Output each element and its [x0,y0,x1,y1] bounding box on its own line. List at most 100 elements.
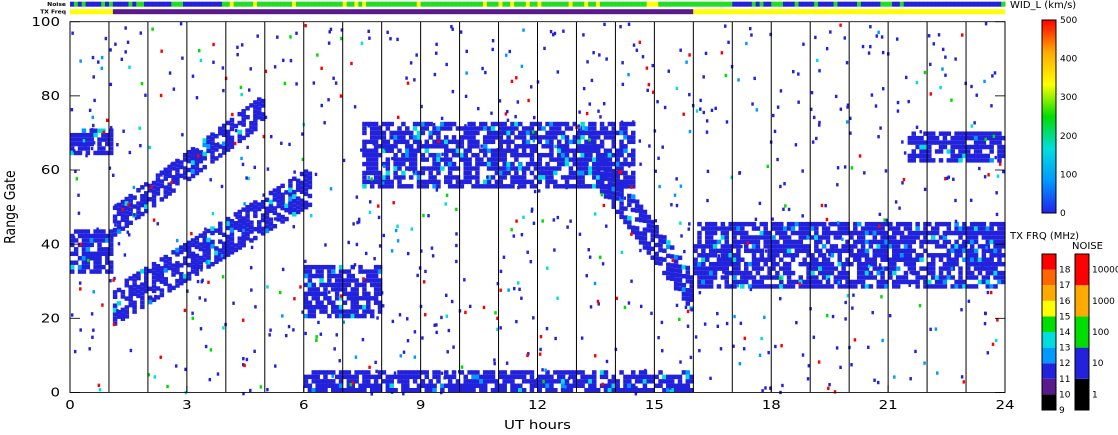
data-cell [498,152,504,158]
data-cell [350,264,355,270]
data-cell [70,233,75,239]
data-point [973,121,976,125]
data-cell [171,250,176,255]
data-cell [471,370,476,375]
data-point [923,187,927,192]
data-point [668,386,672,390]
data-cell [919,257,924,262]
data-cell [475,383,480,389]
data-cell [786,235,792,240]
data-cell [779,221,784,227]
data-cell [249,238,254,243]
data-cell [436,157,441,162]
data-cell [880,244,885,249]
data-cell [580,184,585,189]
data-point [896,227,899,231]
data-cell [720,221,726,227]
data-cell [993,270,998,276]
data-cell [950,284,955,289]
data-point [539,334,543,339]
data-cell [369,296,375,301]
data-cell [685,383,691,389]
data-point [108,166,112,170]
data-cell [708,261,714,267]
data-cell [631,161,636,167]
data-cell [444,175,449,180]
data-cell [560,184,566,189]
data-cell [218,126,223,132]
data-point [936,371,939,375]
data-cell [821,221,827,227]
data-cell [611,204,617,209]
data-cell [907,230,913,236]
data-point [687,227,691,231]
data-cell [763,284,768,289]
data-cell [108,247,114,252]
data-cell [405,144,410,149]
data-cell [257,101,262,107]
data-cell [206,237,211,243]
data-cell [892,235,897,240]
data-point [301,157,305,162]
data-point [699,107,702,111]
data-cell [264,228,270,234]
data-point [1001,136,1005,141]
data-cell [272,192,278,198]
noise-strip-cell [529,1,535,7]
data-cell [603,383,609,389]
data-cell [993,261,998,267]
data-cell [268,221,274,227]
noise-strip-cell [366,1,371,7]
data-point [846,105,849,109]
data-point [542,379,545,384]
data-cell [837,226,842,231]
data-point [216,142,220,146]
data-cell [599,374,605,380]
data-cell [471,121,476,127]
data-point [845,61,849,65]
data-cell [97,247,102,252]
noise-strip-cell [346,1,351,7]
data-cell [584,170,589,176]
data-cell [514,166,519,171]
data-cell [221,132,227,137]
data-cell [545,370,550,375]
noise-strip-cell [541,1,546,7]
data-cell [276,186,281,191]
data-cell [712,253,718,258]
data-point [880,35,884,39]
data-cell [490,184,496,189]
data-point [923,70,927,75]
data-cell [977,226,983,231]
data-cell [681,265,687,270]
data-cell [724,261,729,267]
data-point [597,302,600,306]
data-cell [210,141,215,146]
data-point [276,35,279,39]
noise-strip-cell [89,1,94,7]
data-cell [112,303,118,308]
data-cell [471,388,476,393]
data-point [934,327,938,331]
noise-strip-cell [377,1,383,7]
data-cell [140,202,145,208]
data-point [881,338,884,343]
noise-strip-cell [358,1,363,7]
data-cell [486,379,492,384]
data-cell [592,161,597,167]
data-cell [85,137,91,142]
data-cell [580,130,585,136]
data-cell [798,248,804,254]
data-cell [319,273,324,279]
data-cell [510,121,515,127]
data-cell [369,313,375,319]
data-cell [705,230,710,236]
data-cell [276,212,281,218]
data-cell [1001,279,1006,285]
data-point [499,288,502,292]
data-cell [416,148,422,153]
data-cell [521,135,527,140]
data-cell [899,248,905,254]
data-cell [112,316,118,322]
data-cell [985,135,991,141]
